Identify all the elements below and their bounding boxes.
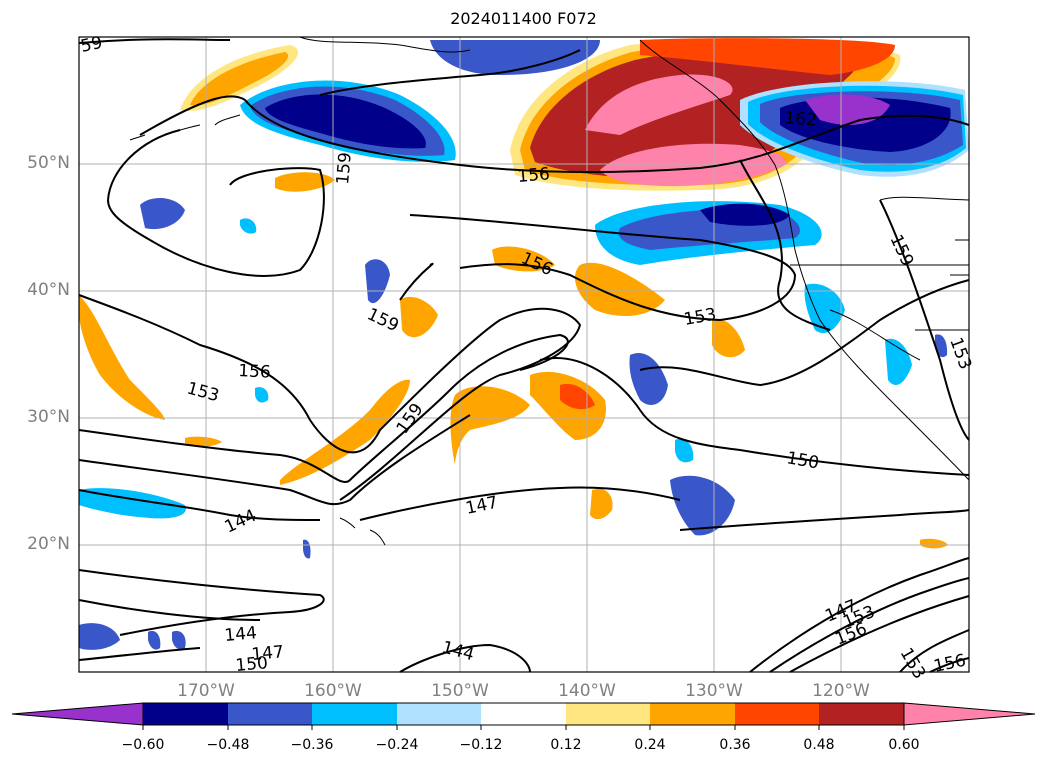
- colorbar-extend-left: [11, 702, 144, 726]
- colorbar-swatch: [481, 703, 566, 725]
- lon-label-170w: 170°W: [177, 681, 235, 701]
- colorbar-tick-label: 0.24: [634, 737, 666, 753]
- contour-label: 156: [238, 361, 271, 383]
- cold-blob-4: [670, 475, 735, 536]
- warm-blob-8: [560, 383, 595, 410]
- colorbar-swatch: [650, 703, 735, 725]
- warm-anomaly-ne-6: [640, 38, 895, 75]
- lon-label-120w: 120°W: [812, 681, 870, 701]
- cold-blob-11: [240, 218, 257, 234]
- warm-blob-5: [275, 172, 335, 192]
- height-contours: [78, 38, 970, 673]
- colorbar-tick-label: −0.12: [459, 737, 503, 753]
- shaded-fields: [79, 38, 969, 650]
- cold-blob-3: [629, 353, 668, 405]
- colorbar-swatch: [819, 703, 904, 725]
- warm-blob-1: [575, 262, 665, 316]
- contour-label: 147: [251, 642, 285, 665]
- cold-blob-14: [172, 630, 186, 650]
- colorbar: [11, 702, 1036, 730]
- colorbar-tick-label: −0.60: [121, 737, 165, 753]
- plot-title: 2024011400 F072: [450, 9, 597, 28]
- warm-anomaly-nw-2: [190, 52, 289, 106]
- colorbar-outline: [142, 702, 905, 726]
- lon-label-130w: 130°W: [685, 681, 743, 701]
- map-frame: [78, 36, 970, 673]
- lat-label-30n: 30°N: [27, 407, 70, 427]
- cold-anomaly-aleutian-3: [265, 94, 426, 149]
- cold-blob-2: [365, 259, 390, 304]
- cold-blob-15: [303, 539, 311, 559]
- colorbar-swatch: [143, 703, 228, 725]
- contour-label: 159: [333, 151, 356, 185]
- warm-blob-6: [450, 386, 530, 465]
- colorbar-swatch: [312, 703, 397, 725]
- warm-blob-2: [492, 246, 555, 272]
- contour-label: 156: [517, 164, 551, 187]
- coastlines: [129, 36, 970, 546]
- contour-label: 162: [784, 108, 818, 131]
- lon-label-150w: 150°W: [431, 681, 489, 701]
- colorbar-tick-label: 0.60: [888, 737, 920, 753]
- cold-blob-12: [255, 387, 269, 403]
- lat-label-40n: 40°N: [27, 280, 70, 300]
- cold-blob-1: [140, 198, 185, 230]
- warm-anomaly-ne-4: [585, 74, 733, 135]
- colorbar-tick-label: 0.48: [803, 737, 835, 753]
- colorbar-swatch: [735, 703, 819, 725]
- contour-label: 144: [224, 623, 258, 646]
- cold-blob-6: [885, 338, 912, 385]
- colorbar-tick-label: 0.36: [719, 737, 751, 753]
- colorbar-swatch: [397, 703, 481, 725]
- warm-blob-10: [185, 436, 222, 447]
- lat-label-50n: 50°N: [27, 153, 70, 173]
- contour-label: 150: [235, 653, 269, 676]
- lon-label-140w: 140°W: [558, 681, 616, 701]
- cold-blob-8: [79, 623, 120, 650]
- warm-anomaly-ne-3: [530, 48, 860, 179]
- colorbar-tick-label: −0.36: [290, 737, 334, 753]
- colorbar-swatch: [566, 703, 650, 725]
- lon-label-160w: 160°W: [304, 681, 362, 701]
- colorbar-swatch: [228, 703, 312, 725]
- colorbar-extend-right: [903, 702, 1036, 726]
- cold-blob-13: [148, 630, 161, 650]
- colorbar-tick-label: −0.24: [375, 737, 419, 753]
- warm-blob-4: [400, 296, 438, 338]
- contour-label: 59: [79, 33, 104, 57]
- warm-band-sw: [280, 379, 410, 485]
- colorbar-tick-label: 0.12: [550, 737, 582, 753]
- cold-anomaly-ne-5: [805, 94, 890, 125]
- cold-anomaly-top: [430, 40, 600, 75]
- cold-blob-9: [675, 438, 694, 463]
- warm-blob-11: [920, 538, 948, 549]
- lat-label-20n: 20°N: [27, 534, 70, 554]
- colorbar-tick-label: −0.48: [206, 737, 250, 753]
- warm-blob-3: [712, 319, 745, 358]
- warm-anomaly-ne-5: [600, 143, 786, 187]
- cold-blob-5: [804, 283, 845, 334]
- warm-blob-9: [590, 488, 613, 520]
- warm-band-w: [79, 295, 165, 420]
